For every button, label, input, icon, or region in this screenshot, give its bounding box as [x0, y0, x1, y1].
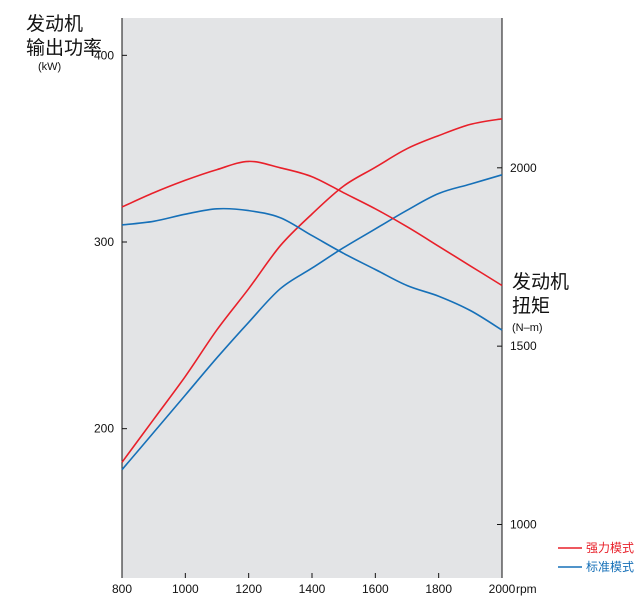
x-tick-label: 1400 [299, 582, 326, 596]
power-tick-label: 400 [94, 48, 114, 62]
torque-axis-title-line2: 扭矩 [512, 295, 550, 317]
power-axis-title-line1: 发动机 [26, 13, 83, 35]
x-tick-label: 1800 [425, 582, 452, 596]
x-tick-label: 1000 [172, 582, 199, 596]
power-curve-standard-mode [121, 174, 503, 471]
power-curve-power-mode [121, 118, 503, 463]
power-axis-unit: (kW) [38, 61, 61, 73]
plot-area [122, 18, 502, 578]
torque-axis-unit: (N–m) [512, 322, 543, 334]
power-tick-label: 200 [94, 422, 114, 436]
power-axis-title-line2: 输出功率 [26, 37, 102, 59]
torque-curve-standard-mode [121, 207, 503, 331]
torque-tick-label: 1500 [510, 339, 537, 353]
x-axis-unit: rpm [516, 582, 537, 596]
x-tick-label: 1600 [362, 582, 389, 596]
torque-tick-label: 2000 [510, 161, 537, 175]
power-tick-label: 300 [94, 235, 114, 249]
legend-label: 标准模式 [586, 560, 634, 574]
torque-curve-power-mode [121, 160, 503, 287]
x-tick-label: 2000 [489, 582, 516, 596]
x-tick-label: 800 [112, 582, 132, 596]
torque-tick-label: 1000 [510, 517, 537, 531]
x-tick-label: 1200 [235, 582, 262, 596]
torque-axis-title-line1: 发动机 [512, 271, 569, 293]
legend-label: 强力模式 [586, 541, 634, 555]
